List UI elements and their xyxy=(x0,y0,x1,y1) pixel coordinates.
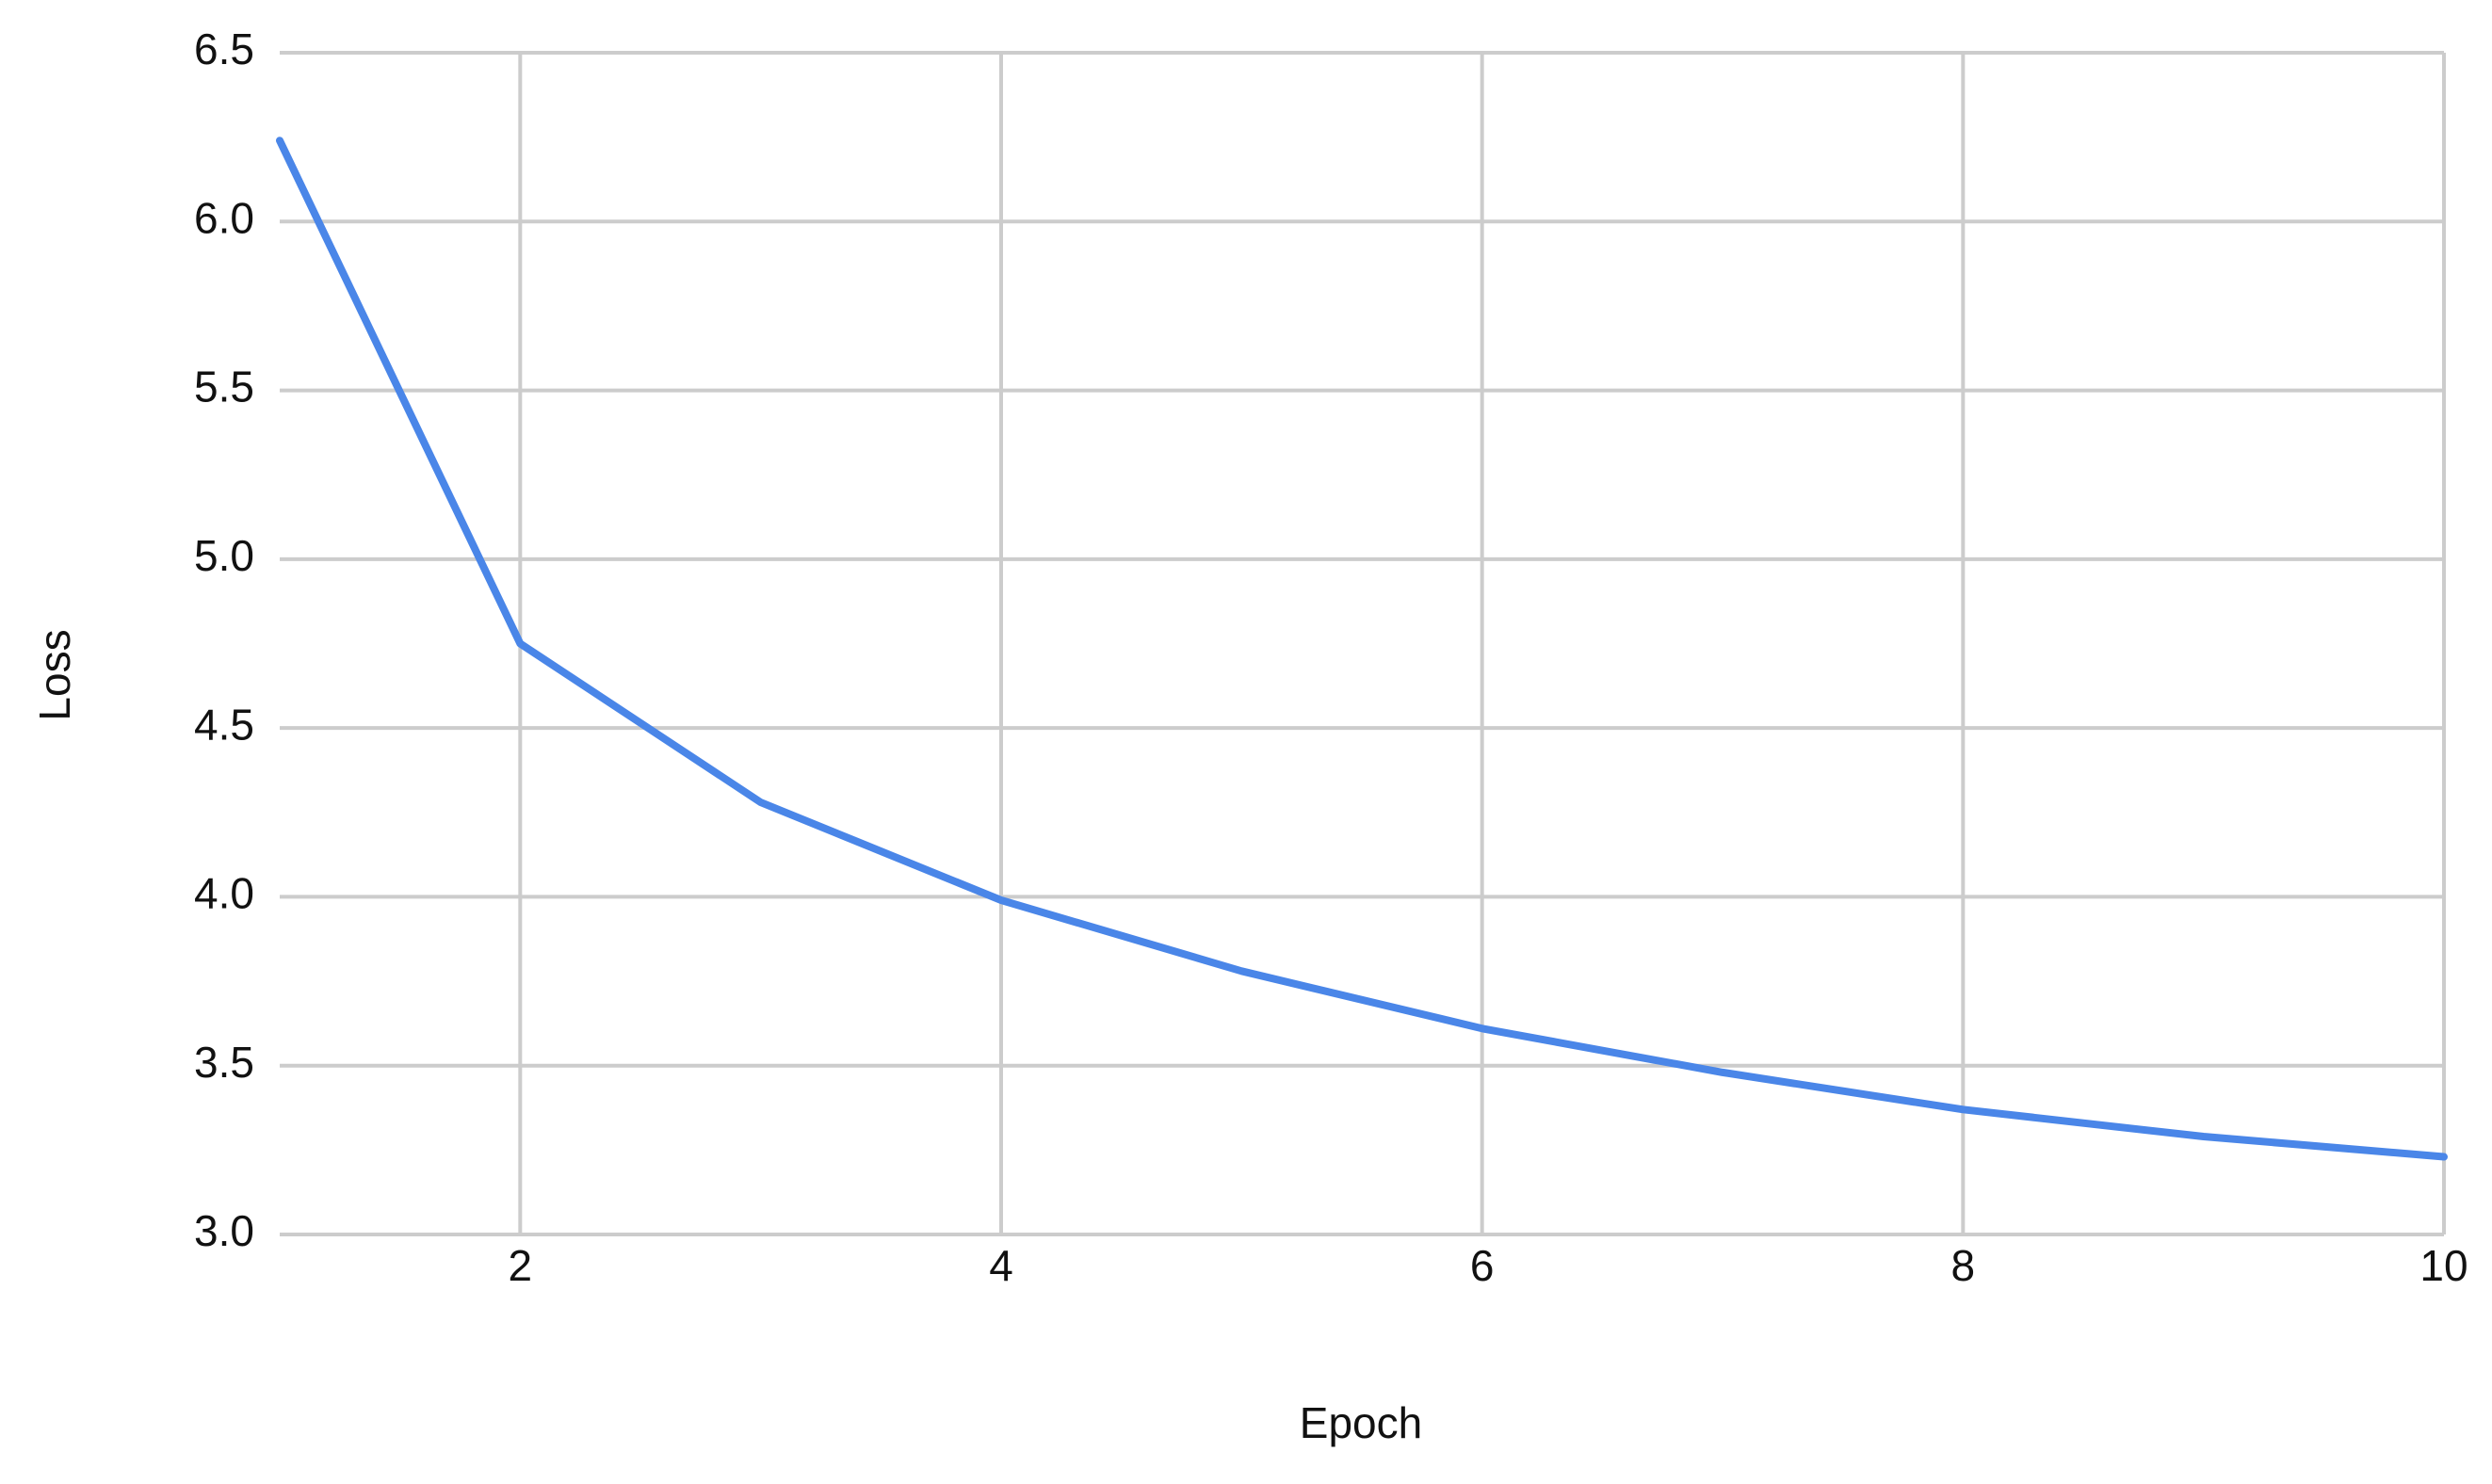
y-tick-label: 6.0 xyxy=(194,193,254,242)
y-tick-label: 4.0 xyxy=(194,869,254,918)
x-tick-label: 8 xyxy=(1951,1241,1976,1290)
y-tick-label: 6.5 xyxy=(194,24,254,73)
y-tick-label: 3.5 xyxy=(194,1038,254,1087)
y-tick-label: 5.0 xyxy=(194,531,254,580)
x-tick-label: 10 xyxy=(2419,1241,2468,1290)
y-tick-label: 5.5 xyxy=(194,363,254,411)
x-tick-label: 2 xyxy=(509,1241,533,1290)
y-tick-label: 4.5 xyxy=(194,700,254,749)
data-line xyxy=(276,137,2448,1161)
x-axis-label: Epoch xyxy=(1300,1398,1422,1447)
y-axis-label: Loss xyxy=(30,629,79,720)
x-tick-label: 4 xyxy=(989,1241,1013,1290)
x-tick-label: 6 xyxy=(1470,1241,1495,1290)
y-tick-label: 3.0 xyxy=(194,1206,254,1255)
